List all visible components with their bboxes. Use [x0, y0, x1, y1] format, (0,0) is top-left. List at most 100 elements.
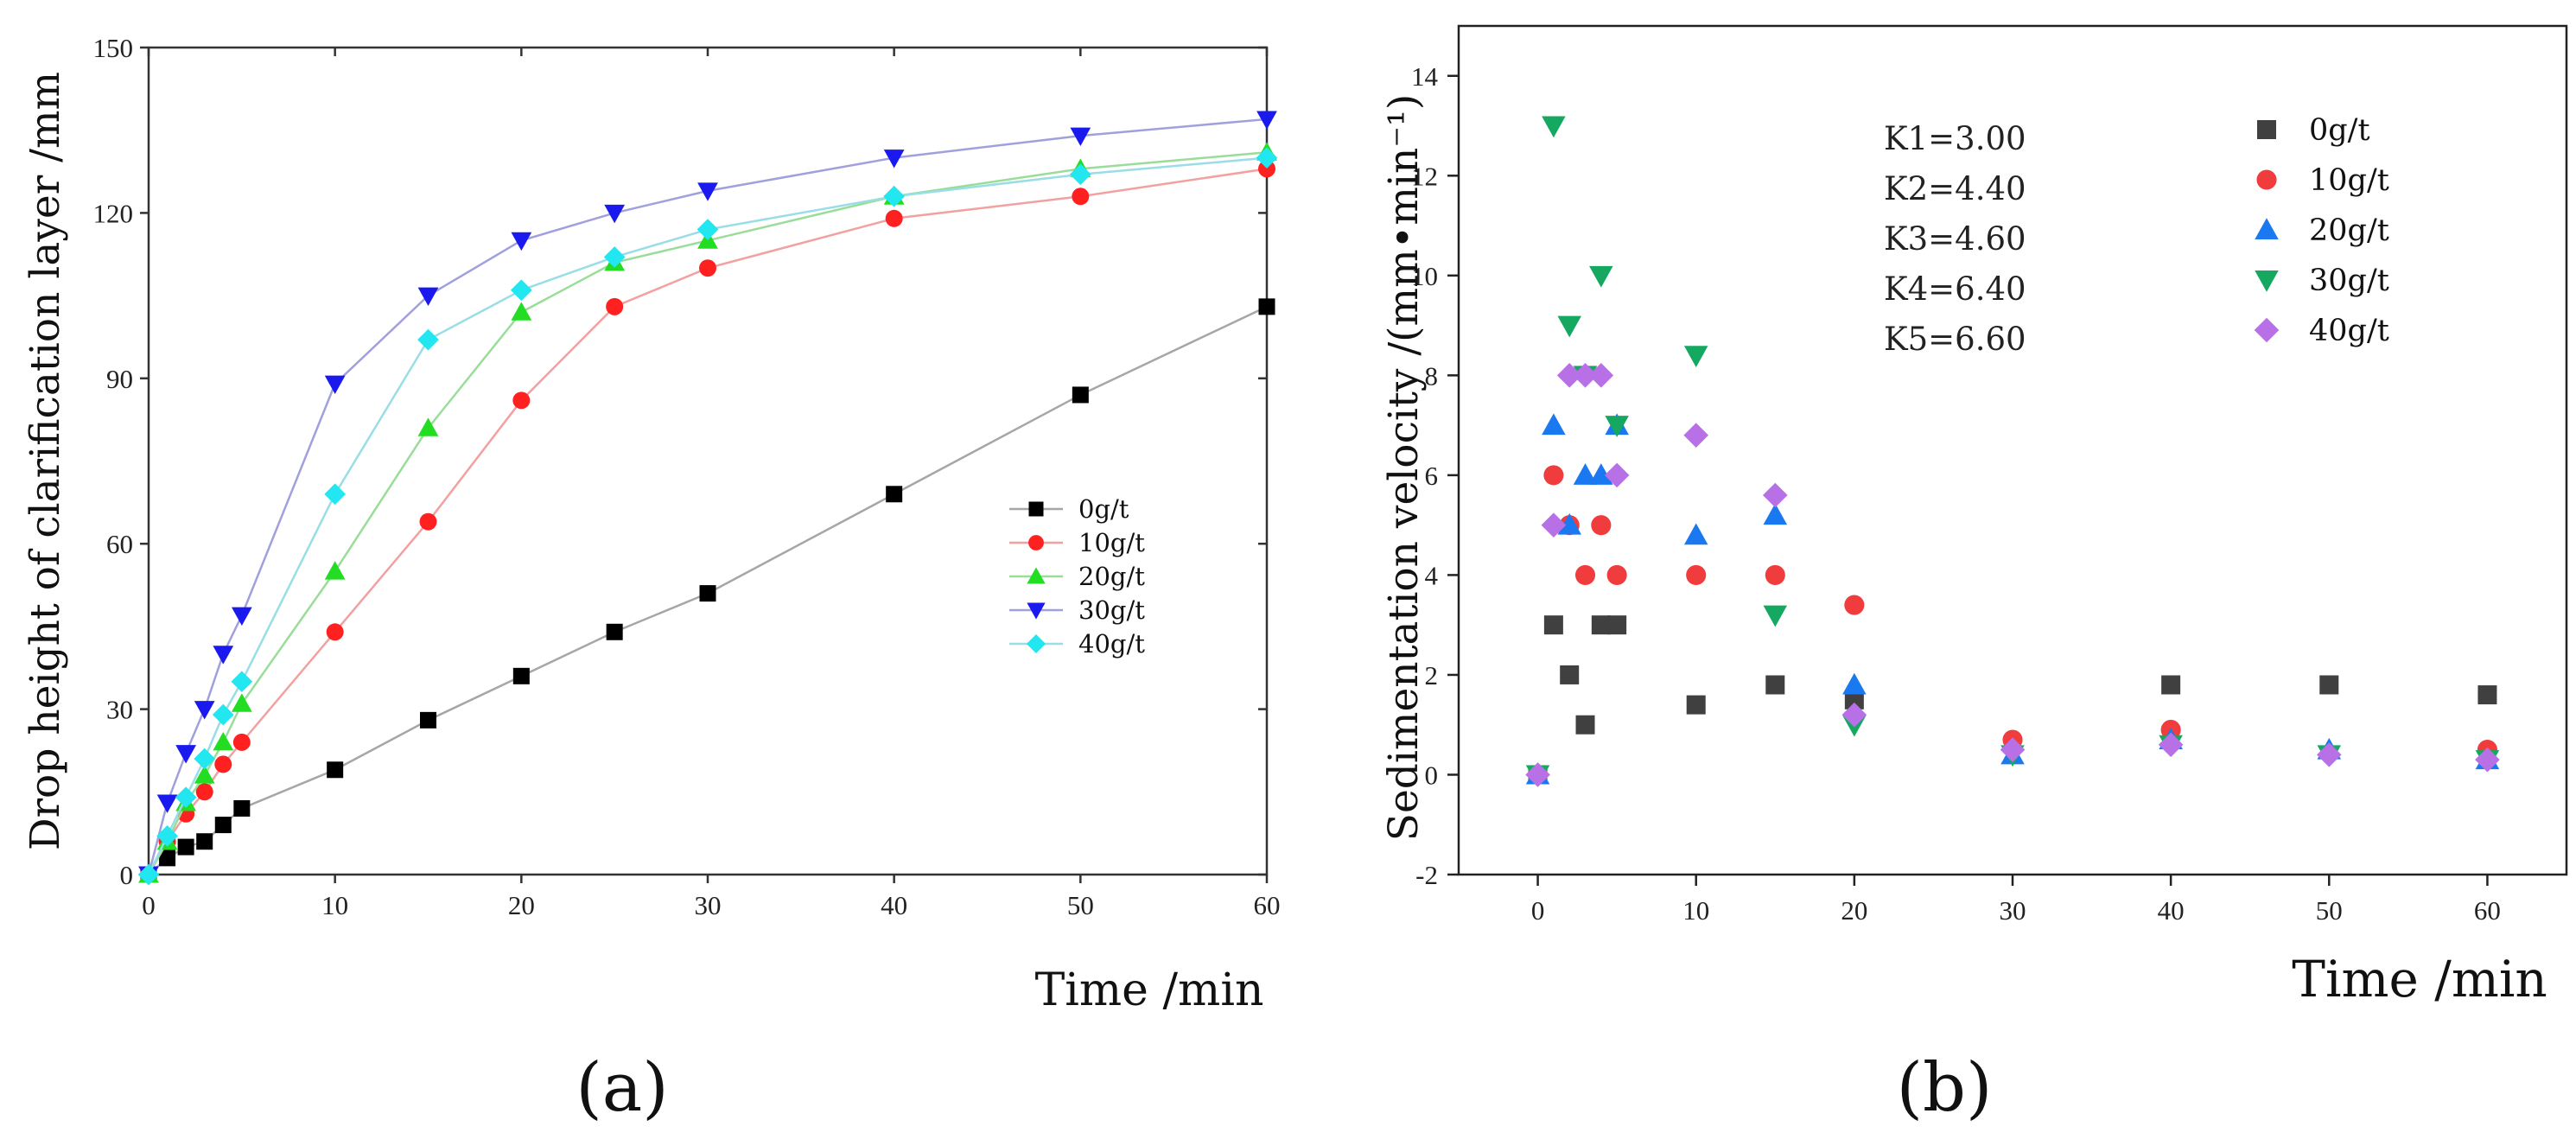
data-point-20g/t — [417, 417, 439, 436]
data-point-40g/t — [137, 863, 160, 886]
data-point-40g/t — [175, 786, 197, 809]
data-point-10g/t — [1591, 515, 1612, 536]
x-tick-label-b: 50 — [2316, 895, 2343, 926]
x-tick-label-a: 50 — [1067, 890, 1094, 920]
data-point-40g/t — [2316, 742, 2342, 767]
x-tick-label-a: 40 — [881, 890, 907, 920]
data-point-30g/t — [1557, 315, 1581, 338]
data-point-10g/t — [214, 755, 232, 773]
data-point-0g/t — [699, 585, 716, 602]
y-tick-label-a: 90 — [106, 364, 133, 394]
legend-label-0g/t: 0g/t — [2309, 113, 2370, 148]
data-point-30g/t — [511, 232, 532, 251]
data-point-10g/t — [1844, 595, 1865, 615]
data-point-30g/t — [1683, 346, 1708, 367]
data-point-30g/t — [194, 701, 215, 720]
data-point-30g/t — [1542, 116, 1566, 138]
data-point-0g/t — [196, 833, 213, 850]
data-point-40g/t — [1604, 462, 1630, 488]
data-point-30g/t — [1763, 605, 1788, 627]
legend-label-30g/t: 30g/t — [1078, 595, 1145, 625]
data-point-10g/t — [195, 783, 213, 801]
data-point-10g/t — [1686, 564, 1707, 585]
data-point-10g/t — [326, 623, 344, 641]
data-point-40g/t — [194, 748, 216, 770]
legend-marker-40g/t — [1026, 633, 1046, 654]
data-point-20g/t — [1589, 463, 1613, 485]
data-point-40g/t — [1841, 702, 1867, 728]
data-point-40g/t — [883, 185, 906, 207]
data-point-20g/t — [511, 302, 532, 321]
x-tick-label-a: 30 — [695, 890, 722, 920]
data-point-10g/t — [699, 259, 716, 277]
y-tick-label-b: 10 — [1411, 261, 1438, 291]
data-point-40g/t — [1556, 363, 1582, 388]
data-point-10g/t — [606, 297, 624, 315]
x-tick-label-a: 20 — [508, 890, 535, 920]
y-tick-label-a: 120 — [93, 198, 134, 228]
data-point-0g/t — [606, 623, 623, 640]
data-point-40g/t — [1256, 147, 1278, 169]
legend-marker-20g/t — [2255, 218, 2279, 239]
data-point-40g/t — [2000, 737, 2026, 762]
data-point-0g/t — [1607, 615, 1627, 635]
legend-marker-0g/t — [1028, 501, 1044, 517]
annotation-k1: K1=3.00 — [1884, 120, 2026, 157]
data-point-30g/t — [324, 375, 346, 395]
data-point-30g/t — [1589, 265, 1613, 288]
data-point-30g/t — [175, 745, 197, 764]
x-tick-label-a: 10 — [321, 890, 348, 920]
legend-label-10g/t: 10g/t — [1078, 528, 1145, 557]
y-tick-label-a: 0 — [120, 860, 134, 890]
panel-label-a: (a) — [576, 1049, 668, 1127]
data-point-20g/t — [1842, 672, 1867, 695]
data-point-30g/t — [604, 204, 626, 224]
panel-label-b: (b) — [1897, 1049, 1993, 1127]
y-tick-label-a: 150 — [93, 33, 134, 63]
data-point-40g/t — [1541, 512, 1567, 538]
data-point-0g/t — [1072, 386, 1089, 404]
data-point-10g/t — [1258, 160, 1275, 178]
legend-marker-10g/t — [1028, 535, 1044, 550]
y-tick-label-b: 14 — [1411, 61, 1439, 92]
data-point-10g/t — [1574, 564, 1596, 585]
y-tick-label-a: 60 — [106, 529, 133, 559]
annotation-k2: K2=4.40 — [1884, 170, 2026, 207]
data-point-30g/t — [213, 646, 234, 665]
data-point-10g/t — [1543, 465, 1564, 486]
data-point-30g/t — [1070, 127, 1091, 146]
data-point-40g/t — [1588, 363, 1614, 388]
x-axis-title-b: Time /min — [2292, 950, 2547, 1009]
data-point-30g/t — [156, 794, 178, 813]
data-point-20g/t — [231, 693, 252, 712]
legend-label-10g/t: 10g/t — [2309, 163, 2389, 198]
data-point-10g/t — [885, 209, 903, 227]
legend-marker-0g/t — [2257, 120, 2276, 139]
legend-marker-30g/t — [1027, 602, 1046, 620]
chart-a: 0 30 60 90 120 150 0 10 20 30 40 50 60 Drop height of… — [22, 33, 1281, 1016]
annotation-k4: K4=6.40 — [1884, 270, 2026, 308]
legend-label-30g/t: 30g/t — [2309, 264, 2389, 298]
x-tick-label-b: 20 — [1841, 895, 1867, 926]
data-point-40g/t — [696, 219, 719, 240]
data-point-30g/t — [231, 607, 252, 627]
data-point-0g/t — [159, 849, 176, 867]
x-tick-label-a: 60 — [1254, 890, 1281, 920]
data-point-10g/t — [1765, 564, 1785, 585]
legend-label-0g/t: 0g/t — [1078, 494, 1129, 524]
y-tick-label-b: 4 — [1425, 560, 1439, 590]
data-point-20g/t — [194, 765, 215, 784]
data-point-0g/t — [2161, 675, 2181, 695]
data-point-0g/t — [1686, 695, 1706, 715]
data-point-20g/t — [1573, 463, 1598, 485]
legend-marker-10g/t — [2256, 169, 2277, 190]
legend-label-20g/t: 20g/t — [1078, 562, 1145, 591]
data-point-0g/t — [233, 799, 251, 817]
y-tick-label-a: 30 — [106, 695, 133, 725]
y-axis-title-b: Sedimentation velocity /(mm•min⁻¹) — [1380, 94, 1428, 841]
data-point-0g/t — [177, 838, 194, 856]
data-point-0g/t — [1591, 615, 1611, 635]
data-point-20g/t — [1557, 512, 1581, 535]
data-point-40g/t — [1683, 423, 1709, 448]
